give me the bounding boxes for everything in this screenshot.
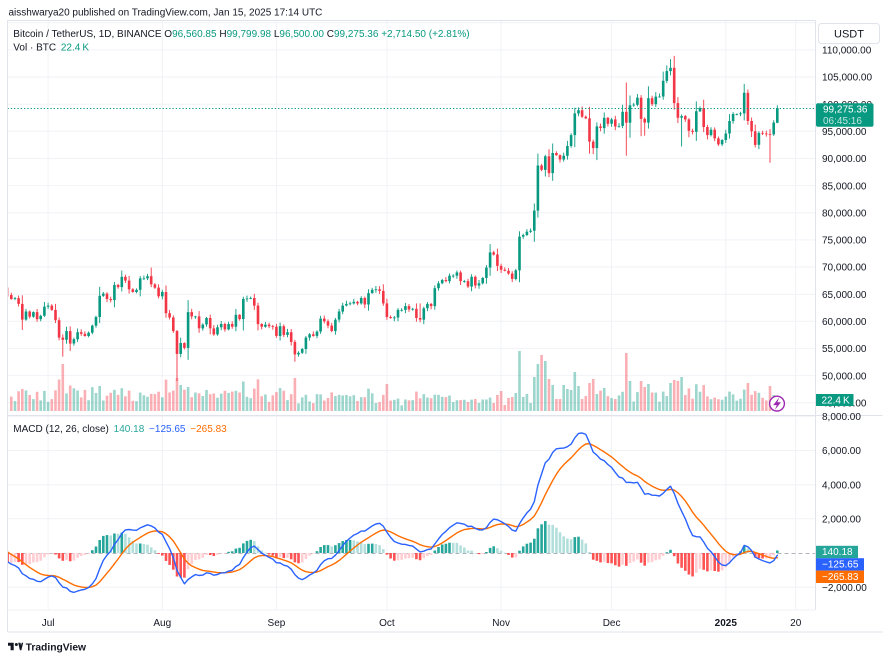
svg-text:Vol · BTC 22.4 K: Vol · BTC 22.4 K: [13, 43, 89, 54]
svg-text:2025: 2025: [715, 618, 738, 629]
svg-text:Dec: Dec: [603, 618, 621, 629]
svg-text:aisshwarya20 published on Trad: aisshwarya20 published on TradingView.co…: [9, 8, 323, 19]
svg-text:110,000.00: 110,000.00: [822, 46, 872, 57]
svg-text:2,000.00: 2,000.00: [822, 515, 861, 526]
svg-text:Jul: Jul: [42, 618, 55, 629]
svg-text:60,000.00: 60,000.00: [822, 317, 867, 328]
svg-text:22.4 K: 22.4 K: [822, 396, 850, 407]
svg-text:99,275.36: 99,275.36: [823, 105, 868, 116]
svg-text:50,000.00: 50,000.00: [822, 371, 867, 382]
svg-text:TradingView: TradingView: [26, 642, 87, 653]
svg-text:USDT: USDT: [834, 29, 864, 41]
svg-text:105,000.00: 105,000.00: [822, 73, 872, 84]
svg-text:−2,000.00: −2,000.00: [822, 583, 867, 594]
svg-text:90,000.00: 90,000.00: [822, 154, 867, 165]
svg-text:70,000.00: 70,000.00: [822, 263, 867, 274]
svg-text:Sep: Sep: [268, 618, 286, 629]
svg-text:8,000.00: 8,000.00: [822, 412, 861, 423]
svg-text:Nov: Nov: [492, 618, 510, 629]
svg-text:75,000.00: 75,000.00: [822, 236, 867, 247]
svg-text:55,000.00: 55,000.00: [822, 344, 867, 355]
svg-text:Oct: Oct: [379, 618, 395, 629]
svg-text:−265.83: −265.83: [822, 572, 859, 583]
svg-text:95,000.00: 95,000.00: [822, 127, 867, 138]
svg-text:6,000.00: 6,000.00: [822, 446, 861, 457]
svg-text:4,000.00: 4,000.00: [822, 480, 861, 491]
svg-text:MACD (12, 26, close) 140.18 −1: MACD (12, 26, close) 140.18 −125.65 −265…: [13, 424, 227, 435]
svg-text:80,000.00: 80,000.00: [822, 208, 867, 219]
svg-text:65,000.00: 65,000.00: [822, 290, 867, 301]
svg-text:Aug: Aug: [153, 618, 171, 629]
svg-text:85,000.00: 85,000.00: [822, 181, 867, 192]
svg-text:20: 20: [790, 618, 802, 629]
svg-text:06:45:16: 06:45:16: [823, 116, 862, 127]
svg-text:−125.65: −125.65: [822, 560, 859, 571]
svg-text:140.18: 140.18: [822, 547, 853, 558]
svg-text:Bitcoin / TetherUS, 1D, BINANC: Bitcoin / TetherUS, 1D, BINANCE O96,560.…: [13, 29, 469, 40]
